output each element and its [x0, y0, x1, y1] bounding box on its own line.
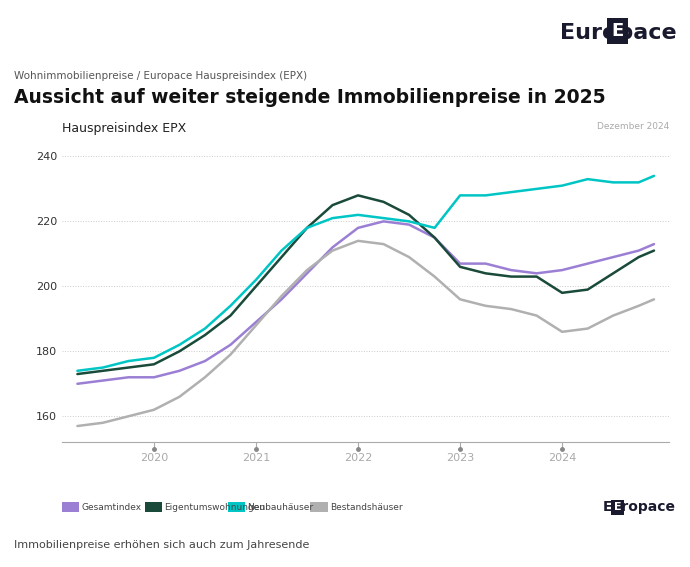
Text: Wohnimmobilienpreise / Europace Hauspreisindex (EPX): Wohnimmobilienpreise / Europace Hausprei… — [14, 71, 307, 81]
Text: Hauspreisindex EPX: Hauspreisindex EPX — [62, 122, 186, 135]
Text: Dezember 2024: Dezember 2024 — [597, 122, 669, 131]
Text: E: E — [613, 502, 622, 513]
Text: Europace: Europace — [603, 501, 676, 514]
Text: E: E — [611, 22, 624, 40]
Text: Aussicht auf weiter steigende Immobilienpreise in 2025: Aussicht auf weiter steigende Immobilien… — [14, 88, 605, 107]
Text: Neubauhäuser: Neubauhäuser — [247, 503, 313, 512]
Text: Bestandshäuser: Bestandshäuser — [330, 503, 402, 512]
Text: Eigentumswohnungen: Eigentumswohnungen — [164, 503, 266, 512]
Text: Gesamtindex: Gesamtindex — [81, 503, 141, 512]
Text: Immobilienpreise erhöhen sich auch zum Jahresende: Immobilienpreise erhöhen sich auch zum J… — [14, 540, 309, 550]
Text: Europace: Europace — [560, 23, 676, 43]
